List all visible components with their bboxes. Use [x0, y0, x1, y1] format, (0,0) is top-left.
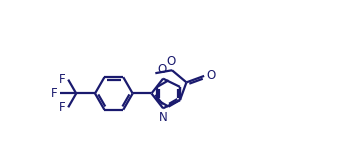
Text: O: O	[207, 69, 216, 82]
Text: F: F	[51, 87, 57, 100]
Text: F: F	[59, 73, 65, 86]
Text: N: N	[159, 111, 167, 124]
Text: O: O	[167, 55, 176, 68]
Text: O: O	[158, 63, 167, 76]
Text: F: F	[59, 101, 65, 114]
